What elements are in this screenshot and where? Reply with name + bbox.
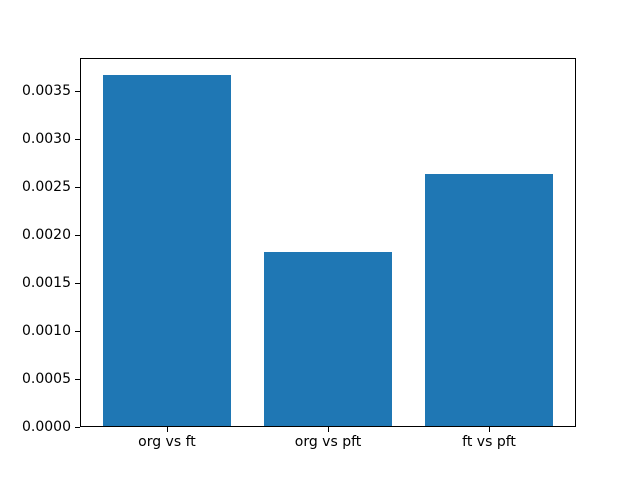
y-tick-mark: [75, 139, 80, 141]
y-tick-label: 0.0030: [22, 131, 71, 148]
y-tick-label: 0.0015: [22, 275, 71, 292]
plot-area: [80, 58, 576, 428]
x-tick-label: ft vs pft: [462, 434, 516, 451]
y-tick-label: 0.0000: [22, 419, 71, 436]
y-tick-mark: [75, 283, 80, 285]
bar-org-vs-ft: [102, 74, 232, 428]
x-tick-mark: [166, 427, 168, 433]
x-tick-label: org vs ft: [138, 434, 196, 451]
y-tick-label: 0.0035: [22, 83, 71, 100]
y-tick-mark: [75, 187, 80, 189]
y-tick-mark: [75, 427, 80, 429]
y-tick-mark: [75, 379, 80, 381]
x-tick-mark: [489, 427, 491, 433]
y-tick-mark: [75, 331, 80, 333]
y-tick-label: 0.0005: [22, 371, 71, 388]
y-tick-mark: [75, 91, 80, 93]
y-tick-label: 0.0020: [22, 227, 71, 244]
bar-ft-vs-pft: [424, 173, 554, 428]
bar-org-vs-pft: [263, 251, 393, 428]
y-tick-label: 0.0010: [22, 323, 71, 340]
x-tick-mark: [328, 427, 329, 433]
y-tick-mark: [75, 235, 80, 237]
y-tick-label: 0.0025: [22, 179, 71, 196]
x-tick-label: org vs pft: [294, 434, 362, 451]
